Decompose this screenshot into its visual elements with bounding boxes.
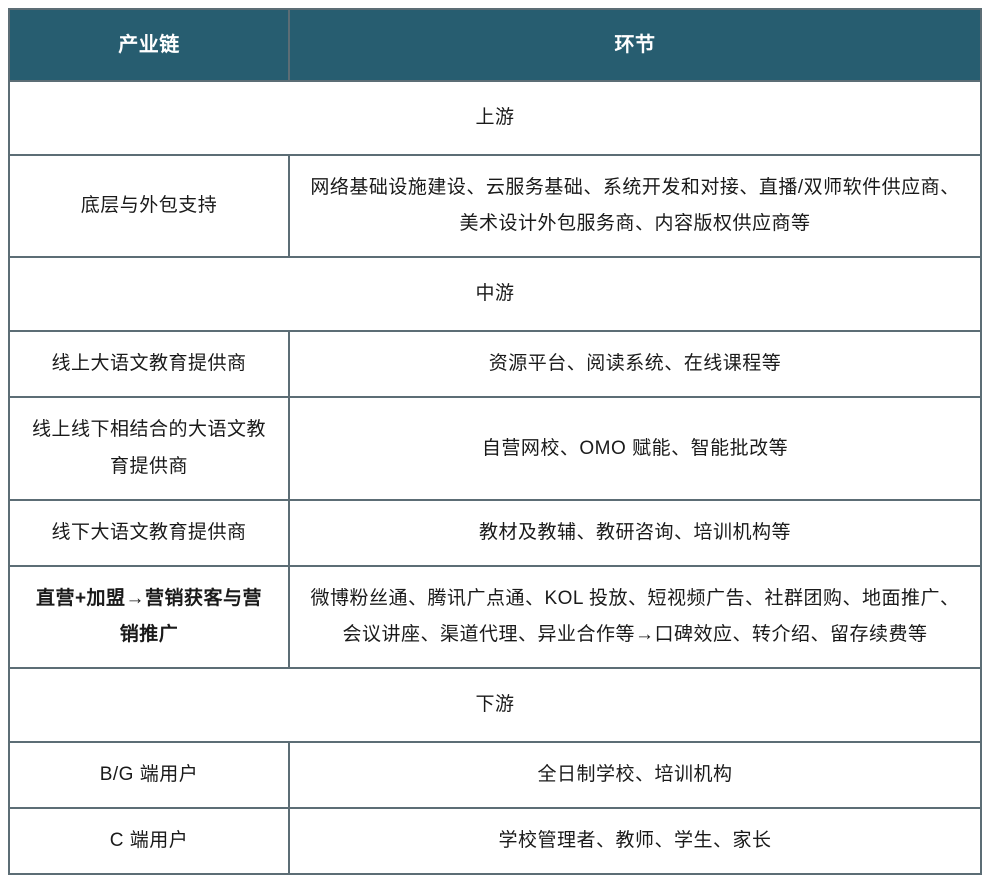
header-col1: 产业链 bbox=[9, 9, 289, 81]
section-title-row: 中游 bbox=[9, 257, 981, 331]
row-left: C 端用户 bbox=[9, 808, 289, 874]
row-left: 线下大语文教育提供商 bbox=[9, 500, 289, 566]
row-left: 底层与外包支持 bbox=[9, 155, 289, 257]
table-row: 线上线下相结合的大语文教育提供商 自营网校、OMO 赋能、智能批改等 bbox=[9, 397, 981, 499]
section-title-row: 上游 bbox=[9, 81, 981, 155]
table-row: 线上大语文教育提供商 资源平台、阅读系统、在线课程等 bbox=[9, 331, 981, 397]
row-right: 微博粉丝通、腾讯广点通、KOL 投放、短视频广告、社群团购、地面推广、会议讲座、… bbox=[289, 566, 981, 668]
section-title: 上游 bbox=[9, 81, 981, 155]
row-left: 线上线下相结合的大语文教育提供商 bbox=[9, 397, 289, 499]
table-row: 底层与外包支持 网络基础设施建设、云服务基础、系统开发和对接、直播/双师软件供应… bbox=[9, 155, 981, 257]
section-title: 下游 bbox=[9, 668, 981, 742]
row-right: 学校管理者、教师、学生、家长 bbox=[289, 808, 981, 874]
header-col2: 环节 bbox=[289, 9, 981, 81]
row-left: 直营+加盟→营销获客与营销推广 bbox=[9, 566, 289, 668]
section-title-row: 下游 bbox=[9, 668, 981, 742]
row-right: 资源平台、阅读系统、在线课程等 bbox=[289, 331, 981, 397]
table-row: 线下大语文教育提供商 教材及教辅、教研咨询、培训机构等 bbox=[9, 500, 981, 566]
row-right: 网络基础设施建设、云服务基础、系统开发和对接、直播/双师软件供应商、美术设计外包… bbox=[289, 155, 981, 257]
table-row: 直营+加盟→营销获客与营销推广 微博粉丝通、腾讯广点通、KOL 投放、短视频广告… bbox=[9, 566, 981, 668]
table-header-row: 产业链 环节 bbox=[9, 9, 981, 81]
row-left: B/G 端用户 bbox=[9, 742, 289, 808]
row-right: 教材及教辅、教研咨询、培训机构等 bbox=[289, 500, 981, 566]
industry-chain-table: 产业链 环节 上游 底层与外包支持 网络基础设施建设、云服务基础、系统开发和对接… bbox=[8, 8, 982, 875]
table-row: C 端用户 学校管理者、教师、学生、家长 bbox=[9, 808, 981, 874]
row-right: 自营网校、OMO 赋能、智能批改等 bbox=[289, 397, 981, 499]
section-title: 中游 bbox=[9, 257, 981, 331]
table-row: B/G 端用户 全日制学校、培训机构 bbox=[9, 742, 981, 808]
row-left: 线上大语文教育提供商 bbox=[9, 331, 289, 397]
row-right: 全日制学校、培训机构 bbox=[289, 742, 981, 808]
